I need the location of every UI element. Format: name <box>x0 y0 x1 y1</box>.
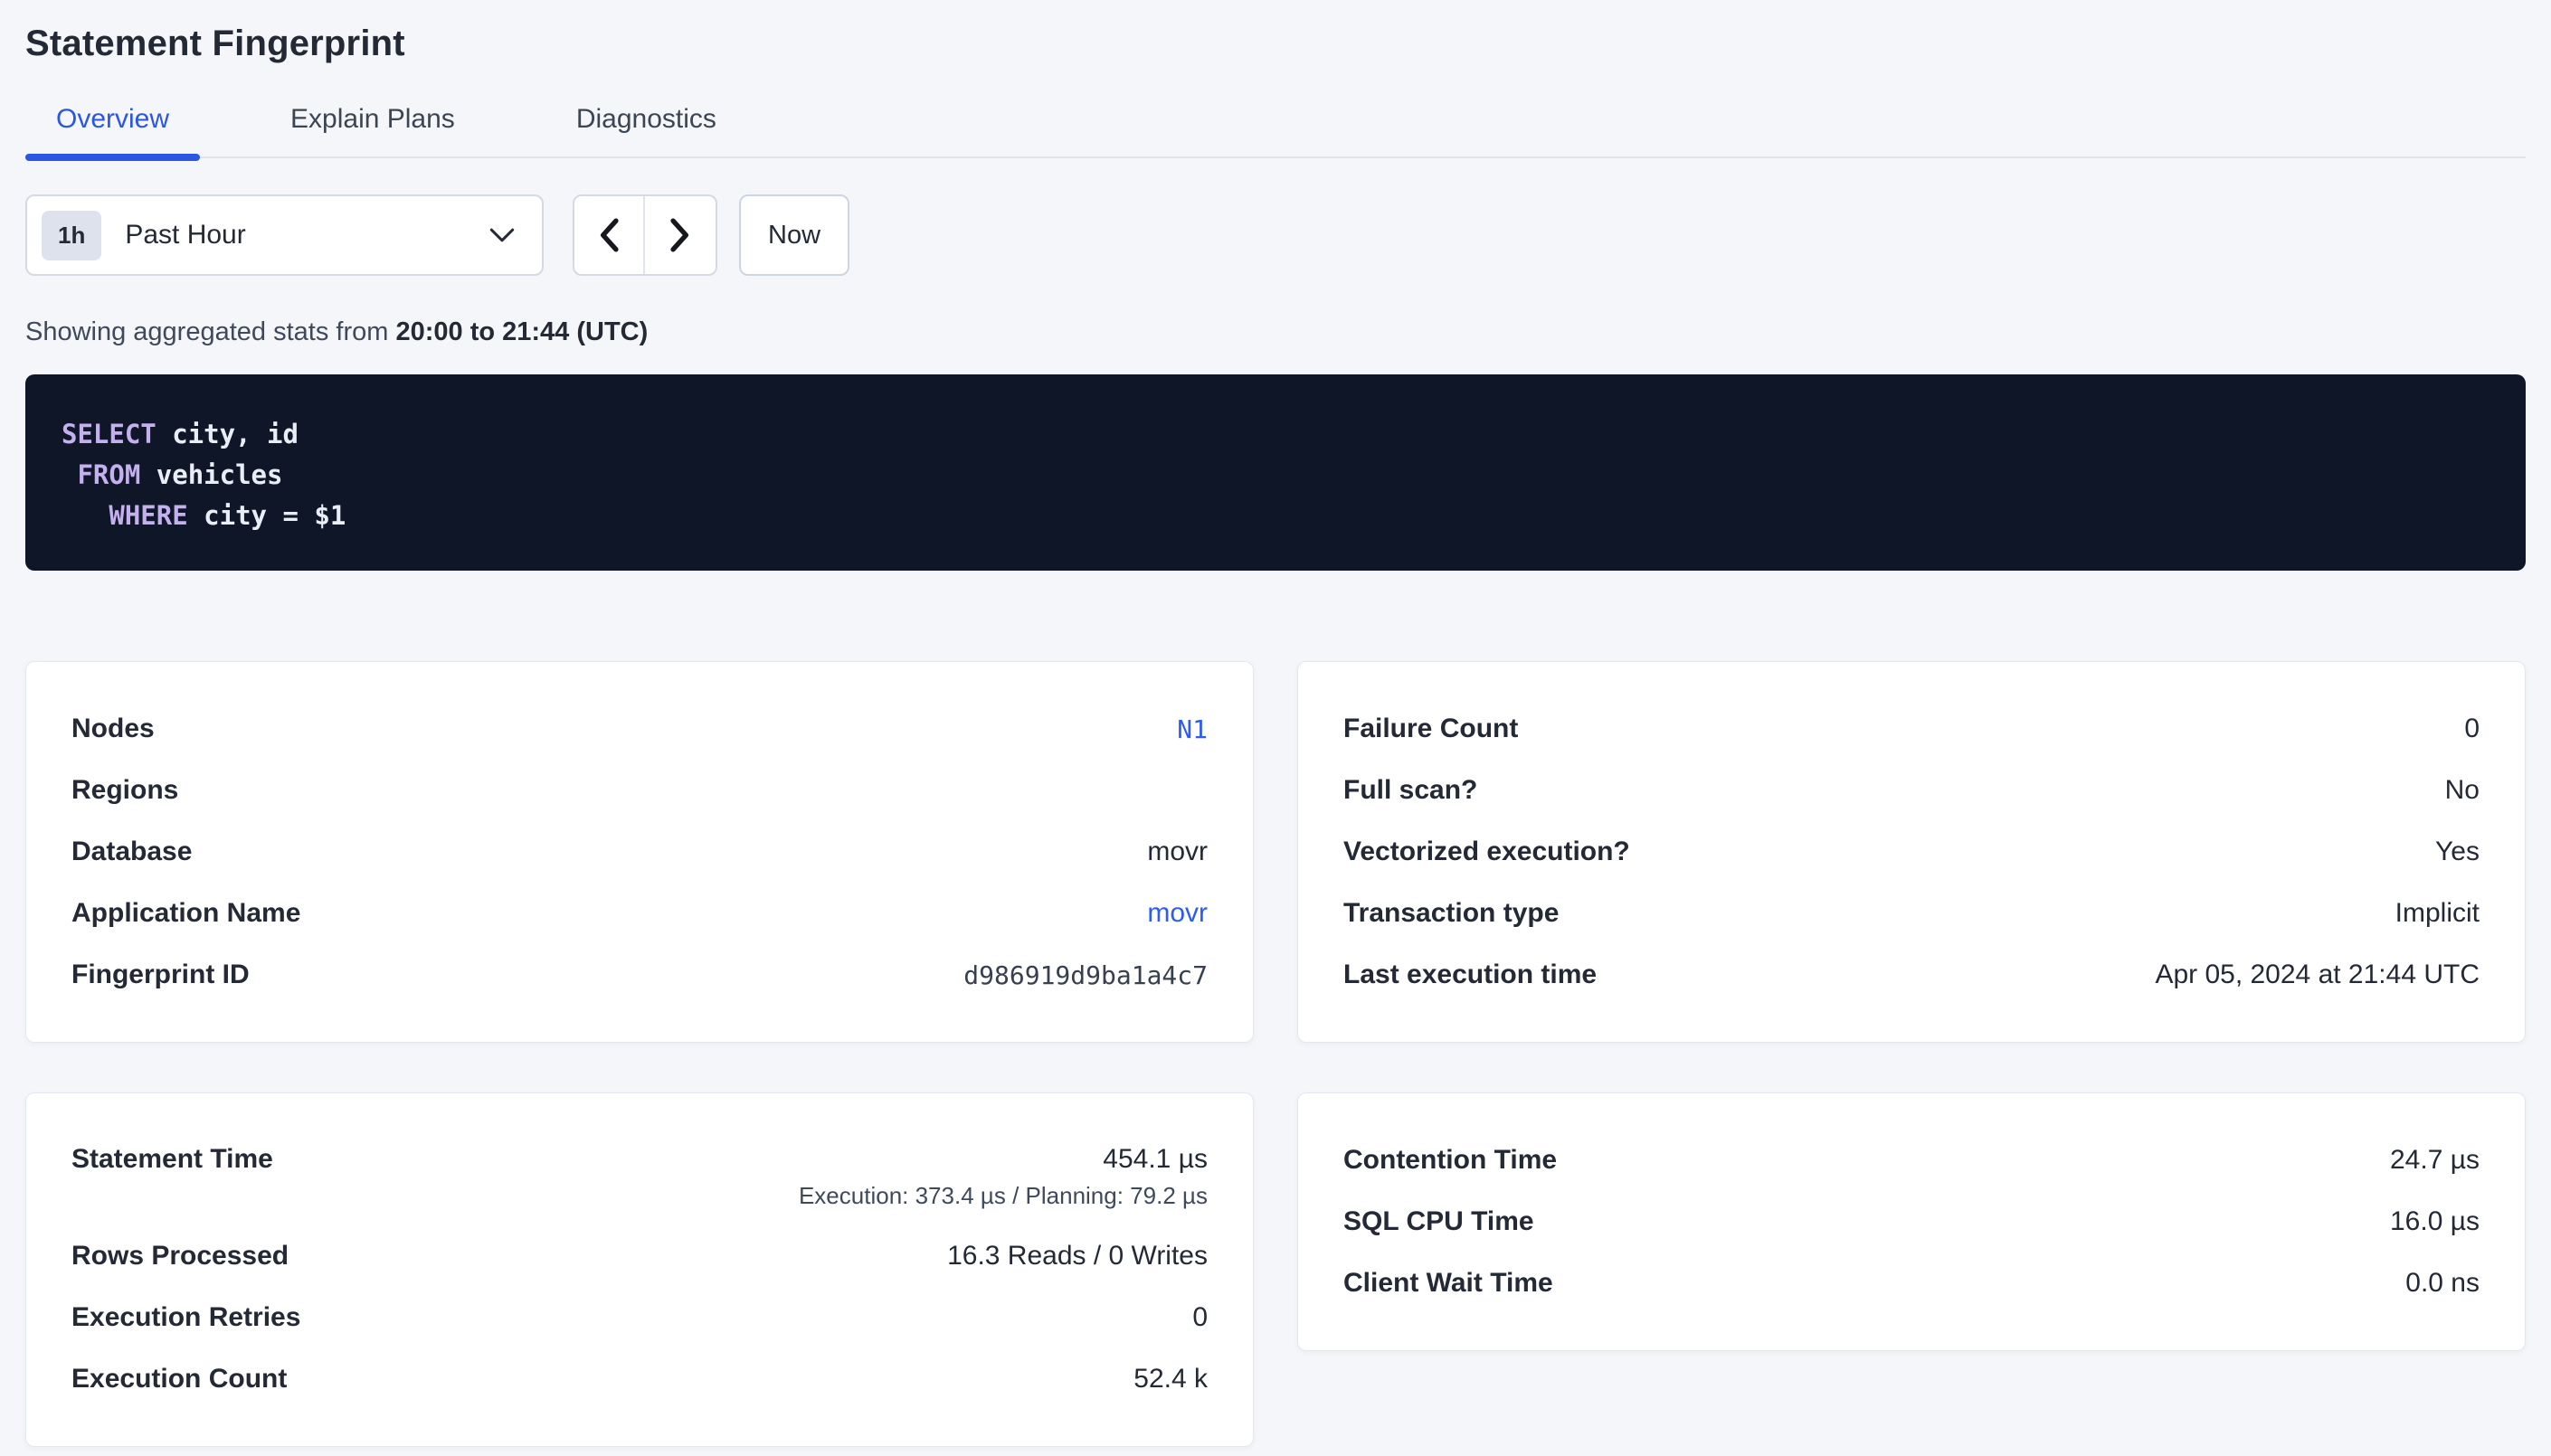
details-card-left: Nodes N1 Regions Database movr Applicati… <box>25 661 1254 1043</box>
chevron-left-icon <box>600 218 619 252</box>
row-label-failure-count: Failure Count <box>1343 714 1519 743</box>
client-wait-time-value: 0.0 ns <box>2405 1268 2480 1298</box>
sql-keyword: FROM <box>77 459 141 490</box>
time-range-select[interactable]: 1h Past Hour <box>25 194 544 276</box>
table-row: Statement Time 454.1 µs Execution: 373.4… <box>71 1130 1208 1225</box>
database-value: movr <box>1147 837 1208 866</box>
nodes-link[interactable]: N1 <box>1177 714 1208 744</box>
vectorized-execution-value: Yes <box>2435 837 2480 866</box>
full-scan-value: No <box>2444 775 2480 805</box>
table-row: Client Wait Time 0.0 ns <box>1343 1253 2480 1314</box>
time-pager <box>573 194 717 276</box>
table-row: Execution Count 52.4 k <box>71 1348 1208 1410</box>
chevron-right-icon <box>670 218 689 252</box>
fingerprint-id-value: d986919d9ba1a4c7 <box>963 960 1208 990</box>
tab-overview[interactable]: Overview <box>25 104 201 161</box>
table-row: Last execution time Apr 05, 2024 at 21:4… <box>1343 944 2480 1006</box>
last-execution-time-value: Apr 05, 2024 at 21:44 UTC <box>2155 960 2480 989</box>
time-controls: 1h Past Hour Now <box>25 194 2526 276</box>
row-label-client-wait-time: Client Wait Time <box>1343 1268 1553 1298</box>
sql-text: city = $1 <box>187 500 346 531</box>
execution-count-value: 52.4 k <box>1133 1364 1208 1394</box>
now-button[interactable]: Now <box>739 194 850 276</box>
row-label-regions: Regions <box>71 775 179 805</box>
table-row: Execution Retries 0 <box>71 1287 1208 1348</box>
sql-keyword: WHERE <box>109 500 188 531</box>
time-range-label: Past Hour <box>125 220 246 250</box>
table-row: Database movr <box>71 821 1208 883</box>
table-row: Regions <box>71 760 1208 821</box>
sql-keyword: SELECT <box>62 419 156 449</box>
prev-interval-button[interactable] <box>574 196 645 274</box>
page-title: Statement Fingerprint <box>25 24 405 63</box>
table-row: Application Name movr <box>71 883 1208 944</box>
row-label-fingerprint-id: Fingerprint ID <box>71 960 250 989</box>
row-label-sql-cpu-time: SQL CPU Time <box>1343 1206 1534 1236</box>
chevron-down-icon <box>489 228 515 242</box>
tab-diagnostics[interactable]: Diagnostics <box>575 104 716 134</box>
aggregated-stats-note: Showing aggregated stats from 20:00 to 2… <box>25 317 2526 347</box>
stats-card-left: Statement Time 454.1 µs Execution: 373.4… <box>25 1092 1254 1447</box>
sql-text: vehicles <box>140 459 283 490</box>
sql-line: SELECT city, id <box>62 414 2489 455</box>
tab-explain-plans[interactable]: Explain Plans <box>290 104 455 134</box>
execution-retries-value: 0 <box>1192 1302 1208 1332</box>
rows-processed-value: 16.3 Reads / 0 Writes <box>947 1241 1208 1271</box>
row-label-execution-count: Execution Count <box>71 1364 288 1394</box>
tab-bar: Overview Explain Plans Diagnostics <box>25 104 2526 161</box>
contention-time-value: 24.7 µs <box>2389 1145 2480 1175</box>
row-label-last-execution-time: Last execution time <box>1343 960 1598 989</box>
row-label-contention-time: Contention Time <box>1343 1145 1558 1175</box>
row-label-database: Database <box>71 837 193 866</box>
details-card-right: Failure Count 0 Full scan? No Vectorized… <box>1297 661 2526 1043</box>
statement-time-value: 454.1 µs <box>1103 1144 1208 1174</box>
table-row: Contention Time 24.7 µs <box>1343 1130 2480 1191</box>
row-label-vectorized-execution: Vectorized execution? <box>1343 837 1630 866</box>
sql-cpu-time-value: 16.0 µs <box>2389 1206 2480 1236</box>
row-label-rows-processed: Rows Processed <box>71 1241 289 1271</box>
row-label-execution-retries: Execution Retries <box>71 1302 301 1332</box>
row-label-transaction-type: Transaction type <box>1343 898 1560 928</box>
aggregated-stats-prefix: Showing aggregated stats from <box>25 317 396 346</box>
sql-line: FROM vehicles <box>62 455 2489 496</box>
aggregated-stats-range: 20:00 to 21:44 (UTC) <box>395 317 649 346</box>
row-label-application-name: Application Name <box>71 898 301 928</box>
row-label-nodes: Nodes <box>71 714 155 743</box>
application-name-link[interactable]: movr <box>1147 898 1208 928</box>
row-label-statement-time: Statement Time <box>71 1144 273 1174</box>
sql-statement-box: SELECT city, id FROM vehicles WHERE city… <box>25 374 2526 571</box>
row-label-full-scan: Full scan? <box>1343 775 1478 805</box>
table-row: Full scan? No <box>1343 760 2480 821</box>
failure-count-value: 0 <box>2464 714 2480 743</box>
stats-card-right: Contention Time 24.7 µs SQL CPU Time 16.… <box>1297 1092 2526 1351</box>
statement-time-breakdown: Execution: 373.4 µs / Planning: 79.2 µs <box>798 1182 1208 1209</box>
table-row: Vectorized execution? Yes <box>1343 821 2480 883</box>
sql-text: city, id <box>156 419 299 449</box>
table-row: Transaction type Implicit <box>1343 883 2480 944</box>
interval-badge: 1h <box>42 210 102 260</box>
table-row: Nodes N1 <box>71 698 1208 760</box>
summary-cards: Nodes N1 Regions Database movr Applicati… <box>25 661 2526 1447</box>
table-row: Rows Processed 16.3 Reads / 0 Writes <box>71 1225 1208 1287</box>
table-row: Failure Count 0 <box>1343 698 2480 760</box>
table-row: Fingerprint ID d986919d9ba1a4c7 <box>71 944 1208 1006</box>
transaction-type-value: Implicit <box>2395 898 2480 928</box>
table-row: SQL CPU Time 16.0 µs <box>1343 1191 2480 1253</box>
sql-line: WHERE city = $1 <box>62 496 2489 536</box>
next-interval-button[interactable] <box>645 196 716 274</box>
